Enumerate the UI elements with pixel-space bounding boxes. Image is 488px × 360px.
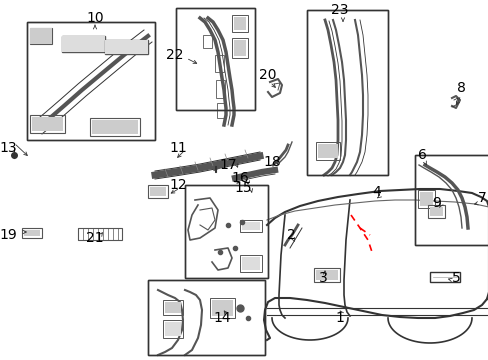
Bar (184, 185, 267, 278)
Text: 15: 15 (234, 181, 251, 195)
Bar (429, 207, 442, 216)
Text: 10: 10 (86, 11, 103, 25)
Text: 8: 8 (456, 81, 465, 95)
Bar (30, 115, 65, 133)
Bar (419, 192, 432, 206)
Bar (217, 103, 224, 118)
Bar (24, 230, 40, 236)
Bar (212, 300, 232, 316)
Text: 1: 1 (335, 311, 344, 325)
Text: 2: 2 (286, 228, 295, 242)
Bar (315, 270, 337, 280)
Text: 23: 23 (330, 3, 348, 17)
Bar (184, 185, 267, 278)
Bar (414, 155, 488, 245)
Bar (313, 268, 339, 282)
Bar (150, 187, 165, 196)
Text: 11: 11 (169, 141, 186, 155)
Bar (231, 15, 247, 32)
Bar (30, 28, 52, 44)
Bar (242, 257, 260, 270)
Bar (306, 10, 387, 175)
Bar (148, 280, 264, 355)
Bar (148, 185, 168, 198)
Text: 12: 12 (169, 178, 186, 192)
Bar (27, 22, 155, 140)
Bar (306, 10, 387, 175)
Bar (148, 280, 264, 355)
Bar (27, 22, 155, 140)
Text: 14: 14 (213, 311, 230, 325)
Bar (417, 190, 434, 208)
Bar (216, 80, 224, 98)
Bar (105, 40, 148, 54)
Bar (234, 17, 245, 30)
Text: 4: 4 (372, 185, 381, 199)
Text: 17: 17 (219, 158, 236, 172)
Bar (429, 272, 459, 282)
Bar (242, 222, 260, 230)
Bar (240, 255, 262, 272)
Bar (163, 300, 183, 315)
Bar (163, 320, 183, 338)
Bar (90, 118, 140, 136)
Bar (427, 205, 444, 218)
Text: 6: 6 (417, 148, 426, 162)
Bar (414, 155, 488, 245)
Bar (240, 220, 262, 232)
Bar (92, 120, 138, 134)
Text: 3: 3 (318, 271, 326, 285)
Text: 7: 7 (477, 191, 486, 205)
Bar (317, 144, 337, 158)
Text: 13: 13 (0, 141, 17, 155)
Text: 5: 5 (451, 271, 459, 285)
Text: 20: 20 (259, 68, 276, 82)
Text: 22: 22 (166, 48, 183, 62)
Bar (22, 228, 42, 238)
Bar (30, 28, 52, 44)
Text: 21: 21 (86, 231, 103, 245)
Bar (78, 228, 122, 240)
Bar (176, 8, 254, 110)
Bar (105, 40, 148, 54)
Bar (176, 8, 254, 110)
Text: 9: 9 (432, 196, 441, 210)
Bar (164, 302, 181, 313)
Bar (32, 117, 63, 131)
Bar (62, 36, 105, 52)
Bar (215, 55, 224, 72)
Bar (231, 38, 247, 58)
Bar (164, 322, 181, 336)
Bar (62, 36, 105, 52)
Bar (209, 298, 235, 318)
Text: 16: 16 (231, 171, 248, 185)
Text: 19: 19 (0, 228, 17, 242)
Text: 18: 18 (263, 155, 280, 169)
Bar (315, 142, 339, 160)
FancyArrow shape (214, 166, 215, 172)
Bar (234, 40, 245, 56)
Bar (203, 35, 212, 48)
